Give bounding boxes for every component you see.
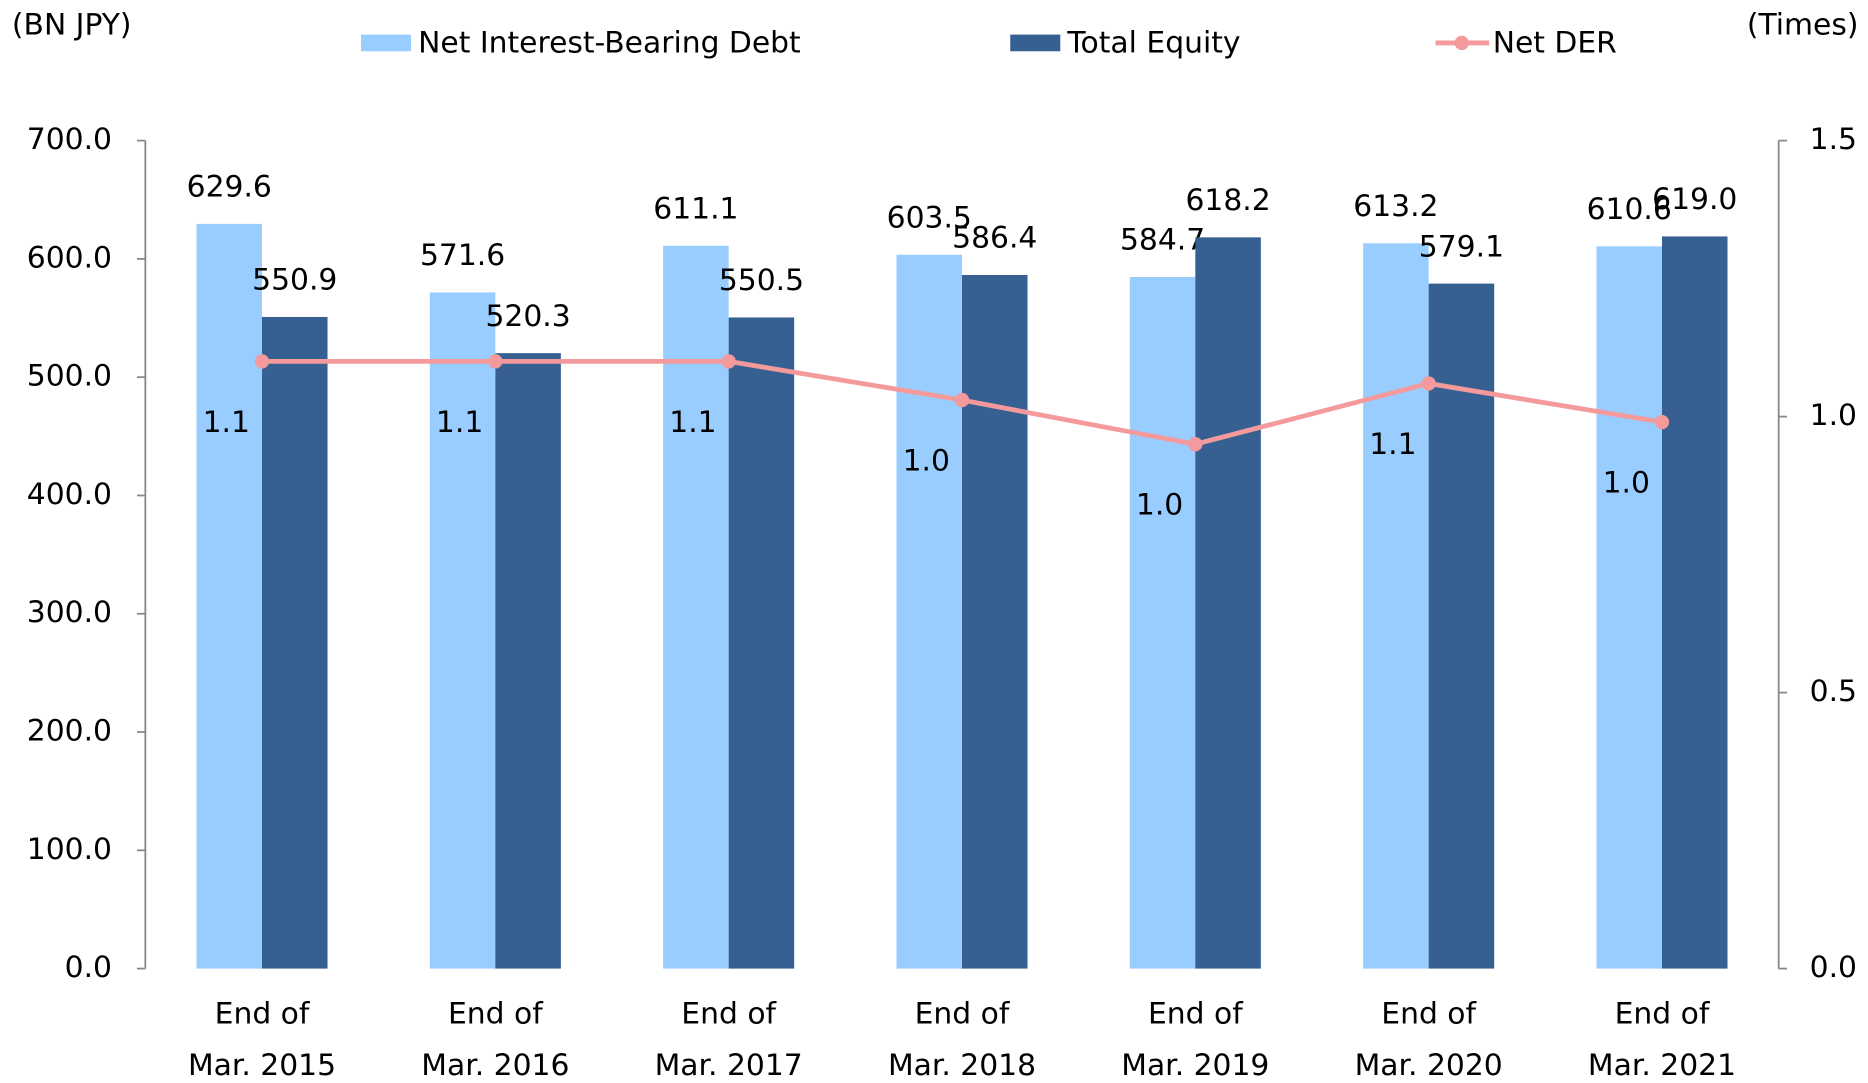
x-tick-label: Mar. 2016: [421, 1048, 569, 1083]
line-point: [1188, 437, 1203, 452]
y-tick-label: 600.0: [27, 240, 112, 275]
y2-tick-label: 1.5: [1810, 122, 1857, 157]
legend-swatch: [1010, 34, 1061, 52]
data-label: 629.6: [187, 170, 272, 205]
y-tick-label: 200.0: [27, 714, 112, 749]
data-label: 1.1: [203, 405, 250, 440]
y2-axis-label: (Times): [1747, 8, 1859, 43]
bar: [1428, 283, 1495, 969]
y2-tick-label: 1.0: [1810, 398, 1857, 433]
data-label: 610.6: [1587, 192, 1672, 227]
x-tick-label: Mar. 2015: [188, 1048, 336, 1083]
data-label: 618.2: [1185, 183, 1270, 218]
x-tick-label: Mar. 2021: [1588, 1048, 1736, 1083]
bar: [495, 353, 561, 969]
bar: [1661, 236, 1728, 969]
line-point: [1654, 414, 1670, 430]
data-label: 1.0: [1136, 488, 1183, 523]
data-label: 1.0: [1603, 466, 1650, 501]
bar: [896, 254, 962, 969]
x-tick-label: Mar. 2017: [655, 1048, 803, 1083]
data-label: 1.1: [1369, 427, 1416, 462]
y-tick-label: 0.0: [65, 950, 112, 985]
data-label: 613.2: [1353, 189, 1438, 224]
x-tick-label: Mar. 2018: [888, 1048, 1036, 1083]
data-label: 611.1: [653, 192, 738, 227]
bar: [196, 223, 263, 969]
legend-label: Total Equity: [1066, 26, 1240, 61]
bar: [1596, 246, 1662, 969]
y-tick-label: 100.0: [27, 832, 112, 867]
bar: [1129, 276, 1196, 969]
line-point: [954, 392, 970, 408]
line-point: [721, 354, 736, 369]
x-tick-label: Mar. 2019: [1121, 1048, 1269, 1083]
data-label: 571.6: [420, 238, 505, 273]
x-tick-label: End of: [681, 997, 777, 1032]
y-tick-label: 500.0: [27, 359, 112, 394]
y-tick-label: 400.0: [27, 477, 112, 512]
y2-tick-label: 0.5: [1810, 674, 1857, 709]
data-label: 586.4: [952, 221, 1037, 256]
legend-swatch: [1454, 35, 1469, 51]
x-tick-label: Mar. 2020: [1355, 1048, 1503, 1083]
data-label: 584.7: [1120, 223, 1205, 258]
data-label: 520.3: [485, 299, 570, 334]
y-tick-label: 300.0: [27, 595, 112, 630]
bar: [429, 292, 496, 969]
bar: [1363, 243, 1429, 969]
data-label: 550.9: [252, 263, 337, 298]
data-label: 1.1: [669, 405, 716, 440]
y-tick-label: 700.0: [27, 122, 112, 157]
x-tick-label: End of: [1615, 997, 1711, 1032]
data-label: 550.5: [719, 263, 804, 298]
x-tick-label: End of: [1148, 997, 1244, 1032]
line-point: [488, 354, 503, 369]
data-label: 1.1: [436, 405, 483, 440]
bar: [961, 274, 1028, 969]
x-tick-label: End of: [215, 997, 311, 1032]
bar: [1195, 237, 1261, 969]
legend-label: Net DER: [1493, 26, 1617, 61]
x-tick-label: End of: [1381, 997, 1477, 1032]
x-tick-label: End of: [915, 997, 1011, 1032]
data-label: 579.1: [1419, 229, 1504, 264]
bar: [728, 317, 795, 969]
x-tick-label: End of: [448, 997, 544, 1032]
bar: [262, 316, 328, 969]
line-point: [1421, 376, 1436, 391]
data-label: 1.0: [903, 443, 950, 478]
data-label: 603.5: [887, 201, 972, 236]
bar: [663, 245, 729, 969]
legend-label: Net Interest-Bearing Debt: [418, 26, 801, 61]
y2-tick-label: 0.0: [1810, 950, 1857, 985]
legend-swatch: [360, 34, 412, 52]
data-label: 619.0: [1652, 182, 1737, 217]
line-point: [254, 354, 270, 369]
y-axis-label: (BN JPY): [12, 8, 132, 43]
